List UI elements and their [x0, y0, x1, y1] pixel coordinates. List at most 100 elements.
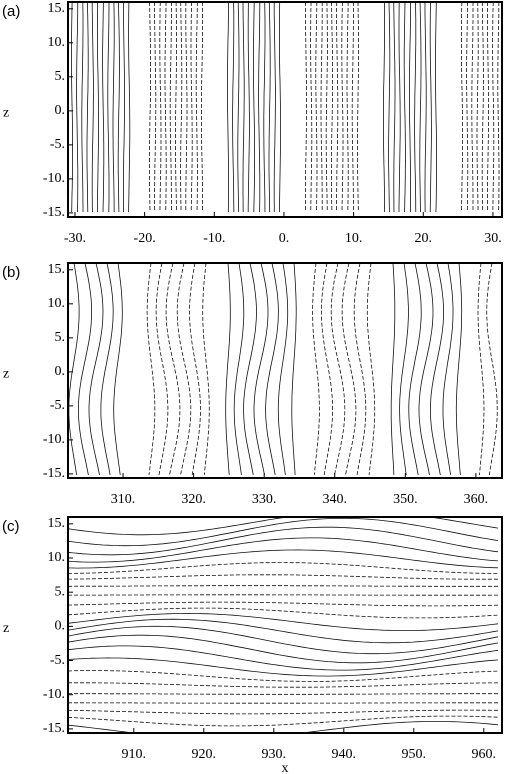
- contour-line: [357, 2, 359, 213]
- x-tick-label: 950.: [402, 747, 427, 762]
- y-tick-label: -15.: [43, 721, 65, 736]
- x-tick-label: 10.: [345, 231, 363, 246]
- contour-line: [399, 263, 409, 476]
- contour-line: [383, 2, 385, 212]
- contour-line: [414, 2, 417, 213]
- y-tick-label: 10.: [48, 296, 66, 311]
- contour-line: [487, 2, 489, 212]
- contour-line: [253, 2, 255, 213]
- contour-line: [268, 2, 271, 213]
- contour-line: [497, 2, 500, 213]
- contour-line: [68, 601, 499, 607]
- contour-line: [81, 2, 84, 212]
- contour-line: [117, 2, 120, 213]
- x-axis-label: x: [282, 761, 289, 774]
- contour-line: [263, 2, 266, 213]
- contour-line: [68, 612, 499, 631]
- contour-line: [202, 263, 210, 476]
- contour-line: [258, 2, 261, 213]
- x-tick-label: 20.: [415, 231, 433, 246]
- contour-line: [353, 263, 367, 476]
- x-tick-label: 0.: [279, 231, 290, 246]
- x-tick-label: 30.: [484, 231, 502, 246]
- panel-label: (c): [2, 518, 20, 535]
- y-tick-label: 5.: [55, 330, 66, 345]
- contour-line: [435, 2, 437, 213]
- contour-line: [227, 2, 229, 213]
- contour-line: [159, 2, 162, 213]
- contour-line: [481, 2, 484, 213]
- y-tick-label: -10.: [43, 171, 65, 186]
- contour-line: [424, 2, 427, 212]
- y-axis-label: z: [3, 621, 9, 636]
- contour-line: [486, 263, 498, 476]
- contour-line: [398, 2, 401, 212]
- contour-line: [68, 574, 498, 580]
- contour-line: [277, 263, 289, 476]
- x-tick-label: -30.: [64, 231, 86, 246]
- contour-line: [325, 2, 328, 213]
- contour-line: [232, 2, 235, 212]
- contour-line: [68, 670, 499, 682]
- contour-line: [68, 517, 499, 547]
- x-tick-label: 340.: [323, 492, 348, 507]
- y-tick-label: 0.: [55, 619, 66, 634]
- contour-line: [455, 263, 463, 476]
- contour-line: [403, 2, 406, 213]
- contour-line: [100, 263, 114, 476]
- contour-line: [155, 263, 169, 476]
- y-tick-label: -15.: [43, 466, 65, 481]
- contour-line: [107, 2, 110, 213]
- y-axis-label: z: [3, 106, 9, 121]
- x-tick-label: -20.: [134, 231, 156, 246]
- x-tick-label: 940.: [332, 747, 357, 762]
- contour-line: [68, 709, 498, 715]
- contour-line: [112, 2, 115, 213]
- contour-line: [315, 2, 318, 213]
- contour-line: [68, 721, 499, 733]
- contour-line: [336, 2, 339, 212]
- contour-line: [68, 645, 499, 671]
- y-tick-label: 0.: [55, 364, 66, 379]
- contour-line: [88, 263, 104, 476]
- x-tick-label: 360.: [464, 492, 489, 507]
- contour-line: [418, 263, 434, 476]
- contour-line: [68, 526, 499, 556]
- contour-line: [429, 2, 432, 213]
- y-tick-label: -15.: [43, 205, 65, 220]
- contour-line: [68, 562, 498, 574]
- contour-line: [476, 2, 479, 213]
- contour-line: [237, 2, 240, 213]
- contour-line: [409, 2, 411, 213]
- contour-line: [265, 263, 279, 476]
- contour-line: [86, 2, 89, 213]
- contour-line: [351, 2, 354, 212]
- contour-line: [68, 585, 498, 587]
- y-tick-label: -5.: [50, 653, 65, 668]
- panel-label: (a): [2, 3, 20, 20]
- contour-line: [471, 2, 474, 212]
- contour-line: [291, 263, 297, 476]
- contour-line: [68, 634, 499, 664]
- contour-line: [91, 2, 94, 213]
- contour-line: [388, 2, 391, 213]
- x-tick-label: 910.: [122, 747, 147, 762]
- x-tick-label: 920.: [192, 747, 217, 762]
- contour-line: [393, 2, 396, 213]
- contour-line: [123, 2, 125, 212]
- contour-line: [201, 2, 203, 212]
- contour-line: [185, 2, 188, 212]
- y-tick-label: 5.: [55, 584, 66, 599]
- contour-line: [466, 2, 469, 213]
- contour-line: [321, 263, 333, 476]
- contour-line: [180, 2, 183, 213]
- y-tick-label: -5.: [50, 398, 65, 413]
- x-tick-label: 930.: [262, 747, 287, 762]
- contour-line: [68, 549, 499, 569]
- contour-line: [189, 263, 201, 476]
- contour-line: [154, 2, 157, 213]
- y-tick-label: 0.: [55, 103, 66, 118]
- contour-line: [320, 2, 323, 212]
- contour-line: [247, 2, 250, 212]
- contour-line: [477, 263, 485, 476]
